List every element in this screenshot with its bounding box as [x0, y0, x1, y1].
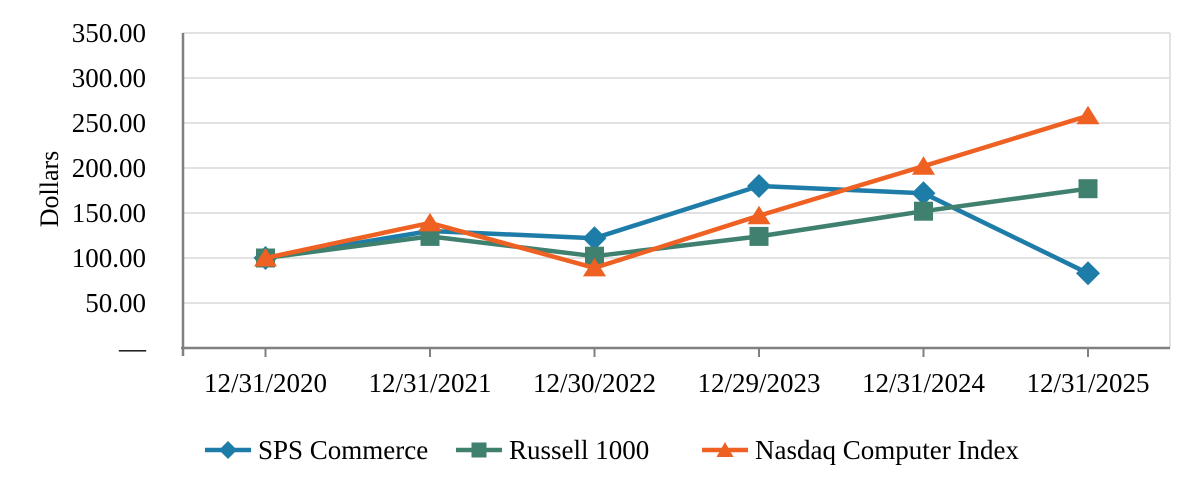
x-axis-tick-label: 12/31/2020 [204, 368, 327, 398]
data-point-marker-square [420, 226, 440, 246]
y-axis-title: Dollars [35, 150, 64, 228]
legend-item-russell-1000: Russell 1000 [456, 435, 649, 465]
x-axis-tick-label: 12/30/2022 [533, 368, 656, 398]
y-axis-tick-label: 200.00 [72, 153, 146, 183]
data-point-marker-triangle [747, 205, 771, 225]
data-point-marker-square [585, 246, 604, 266]
y-axis-tick-label: 50.00 [85, 288, 146, 318]
legend-item-sps-commerce: SPS Commerce [205, 435, 428, 465]
x-axis-tick-label: 12/31/2024 [862, 368, 986, 398]
series-nasdaq-computer-index [254, 105, 1100, 277]
legend-label: Nasdaq Computer Index [755, 435, 1019, 465]
data-point-marker-triangle [418, 212, 442, 232]
legend-triangle [716, 442, 734, 457]
y-axis-tick-label: — [118, 333, 147, 363]
legend-square [471, 442, 487, 458]
legend-label: Russell 1000 [509, 435, 650, 465]
data-point-marker-diamond [911, 181, 936, 206]
data-point-marker-triangle [583, 257, 606, 277]
legend-label: SPS Commerce [258, 435, 429, 465]
chart-legend: SPS Commerce Russell 1000 Nasdaq Compute… [0, 435, 1200, 469]
data-point-marker-triangle [1076, 105, 1100, 125]
legend-diamond [219, 441, 237, 459]
series-russell-1000 [256, 179, 1098, 268]
data-point-marker-square [749, 226, 769, 246]
y-axis-tick-label: 150.00 [72, 198, 146, 228]
series-line-nasdaq-computer-index [265, 113, 1089, 271]
data-point-marker-diamond [582, 226, 607, 251]
series-sps-commerce [253, 174, 1100, 286]
x-axis-tick-label: 12/29/2023 [697, 368, 820, 398]
x-axis-tick-label: 12/31/2021 [368, 368, 491, 398]
data-point-marker-triangle [254, 248, 277, 267]
series-line-russell-1000 [265, 186, 1089, 261]
y-axis-tick-label: 100.00 [72, 243, 146, 273]
data-point-marker-diamond [747, 174, 771, 198]
data-point-marker-diamond [1076, 261, 1100, 286]
data-point-marker-square [914, 201, 933, 221]
legend-item-nasdaq-computer-index: Nasdaq Computer Index [702, 435, 1019, 465]
diamond-marker-icon [205, 441, 251, 459]
triangle-marker-icon [702, 442, 748, 457]
y-axis-tick-label: 250.00 [72, 108, 146, 138]
data-point-marker-square [1078, 179, 1098, 199]
y-axis-tick-label: 300.00 [72, 63, 146, 93]
x-axis-tick-label: 12/31/2025 [1026, 368, 1149, 398]
y-axis-tick-label: 350.00 [72, 18, 146, 48]
square-marker-icon [456, 442, 502, 458]
data-point-marker-triangle [912, 156, 935, 175]
